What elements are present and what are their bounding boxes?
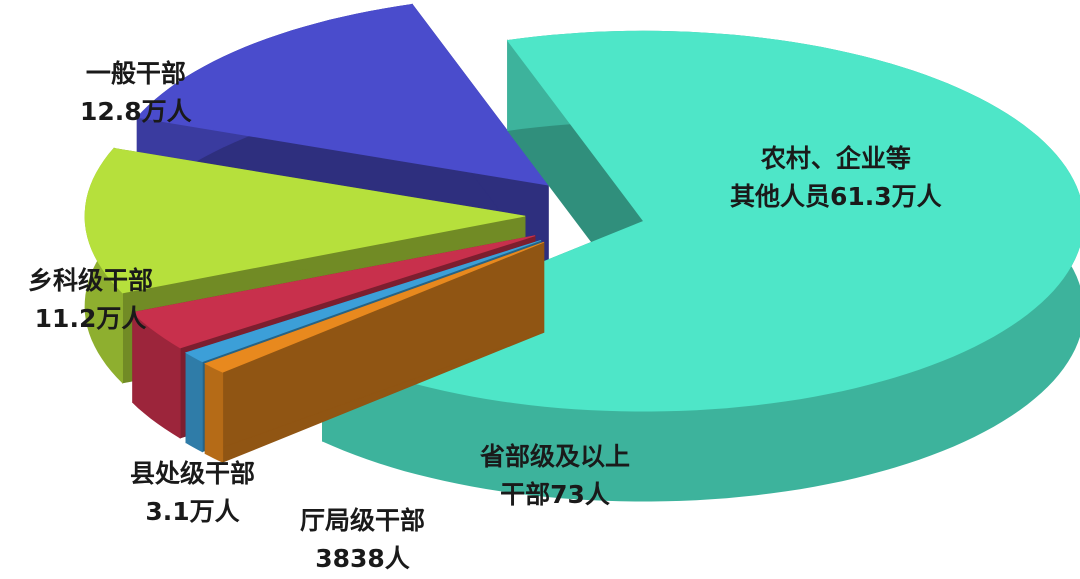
slice-1-top <box>204 241 544 373</box>
label-county-line1: 县处级干部 <box>130 459 256 488</box>
label-county-line2: 3.1万人 <box>145 497 240 526</box>
label-ministerial-line2: 干部73人 <box>500 480 610 509</box>
label-other-line1: 农村、企业等 <box>760 144 911 173</box>
slice-2-top <box>185 240 542 363</box>
slice-2-outer-wall <box>185 352 203 453</box>
slice-5-top <box>136 3 550 186</box>
label-bureau-line1: 厅局级干部 <box>300 506 426 535</box>
label-general: 一般干部 12.8万人 <box>80 55 192 131</box>
slice-4-top <box>84 147 526 294</box>
slice-3-top <box>131 235 536 349</box>
label-ministerial: 省部级及以上 干部73人 <box>480 438 630 514</box>
label-bureau: 厅局级干部 3838人 <box>300 502 425 578</box>
label-township-line2: 11.2万人 <box>34 304 147 333</box>
label-general-line2: 12.8万人 <box>80 97 192 126</box>
label-bureau-line2: 3838人 <box>315 544 410 573</box>
label-county: 县处级干部 3.1万人 <box>130 455 255 531</box>
label-township: 乡科级干部 11.2万人 <box>28 262 153 338</box>
label-ministerial-line1: 省部级及以上 <box>480 442 631 471</box>
label-township-line1: 乡科级干部 <box>28 266 154 295</box>
label-other: 农村、企业等 其他人员61.3万人 <box>730 140 942 216</box>
label-general-line1: 一般干部 <box>85 59 186 88</box>
label-other-line2: 其他人员61.3万人 <box>730 182 942 211</box>
slice-1-outer-wall <box>204 362 224 463</box>
